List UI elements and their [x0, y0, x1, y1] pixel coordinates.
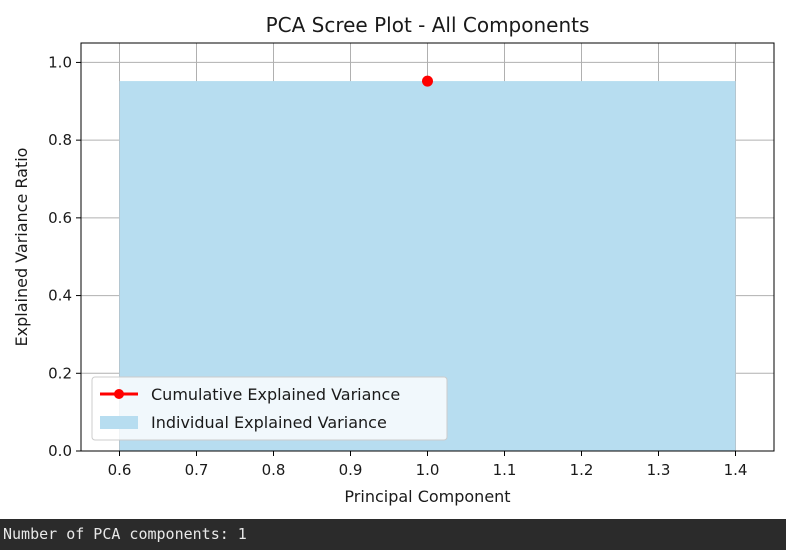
x-tick-label: 1.4 — [724, 461, 748, 479]
x-tick-label: 1.1 — [493, 461, 517, 479]
line-series — [422, 75, 433, 87]
x-tick-label: 1.3 — [647, 461, 671, 479]
axis-ticks: 0.6 0.7 0.8 0.9 1.0 1.1 1.2 1.3 1.4 0.0 0.2 0.4 0.6 0… — [48, 53, 747, 479]
legend-label-individual: Individual Explained Variance — [151, 413, 387, 432]
x-tick-label: 1.2 — [570, 461, 594, 479]
y-tick-label: 0.4 — [48, 287, 72, 305]
console-output: Number of PCA components: 1 — [0, 519, 786, 550]
legend-label-cumulative: Cumulative Explained Variance — [151, 385, 400, 404]
x-axis-label: Principal Component — [344, 487, 510, 506]
x-tick-label: 0.6 — [108, 461, 132, 479]
chart-svg: 0.6 0.7 0.8 0.9 1.0 1.1 1.2 1.3 1.4 0.0 0.2 0.4 0.6 0… — [12, 13, 775, 506]
y-tick-label: 0.2 — [48, 364, 72, 382]
legend-marker-sample — [114, 389, 124, 399]
x-tick-label: 0.9 — [339, 461, 363, 479]
x-tick-label: 1.0 — [416, 461, 440, 479]
y-tick-label: 0.6 — [48, 209, 72, 227]
y-tick-label: 0.8 — [48, 131, 72, 149]
x-tick-label: 0.8 — [262, 461, 286, 479]
legend-box — [91, 376, 448, 441]
y-tick-label: 0.0 — [48, 442, 72, 460]
y-axis-label: Explained Variance Ratio — [12, 148, 31, 347]
x-tick-label: 0.7 — [185, 461, 209, 479]
chart-legend: Cumulative Explained Variance Individual… — [91, 376, 448, 441]
chart-title: PCA Scree Plot - All Components — [266, 13, 590, 37]
legend-patch-sample — [100, 416, 138, 429]
pca-scree-plot-figure: 0.6 0.7 0.8 0.9 1.0 1.1 1.2 1.3 1.4 0.0 0.2 0.4 0.6 0… — [12, 13, 775, 506]
cumulative-variance-point — [422, 75, 433, 87]
y-tick-label: 1.0 — [48, 53, 72, 71]
